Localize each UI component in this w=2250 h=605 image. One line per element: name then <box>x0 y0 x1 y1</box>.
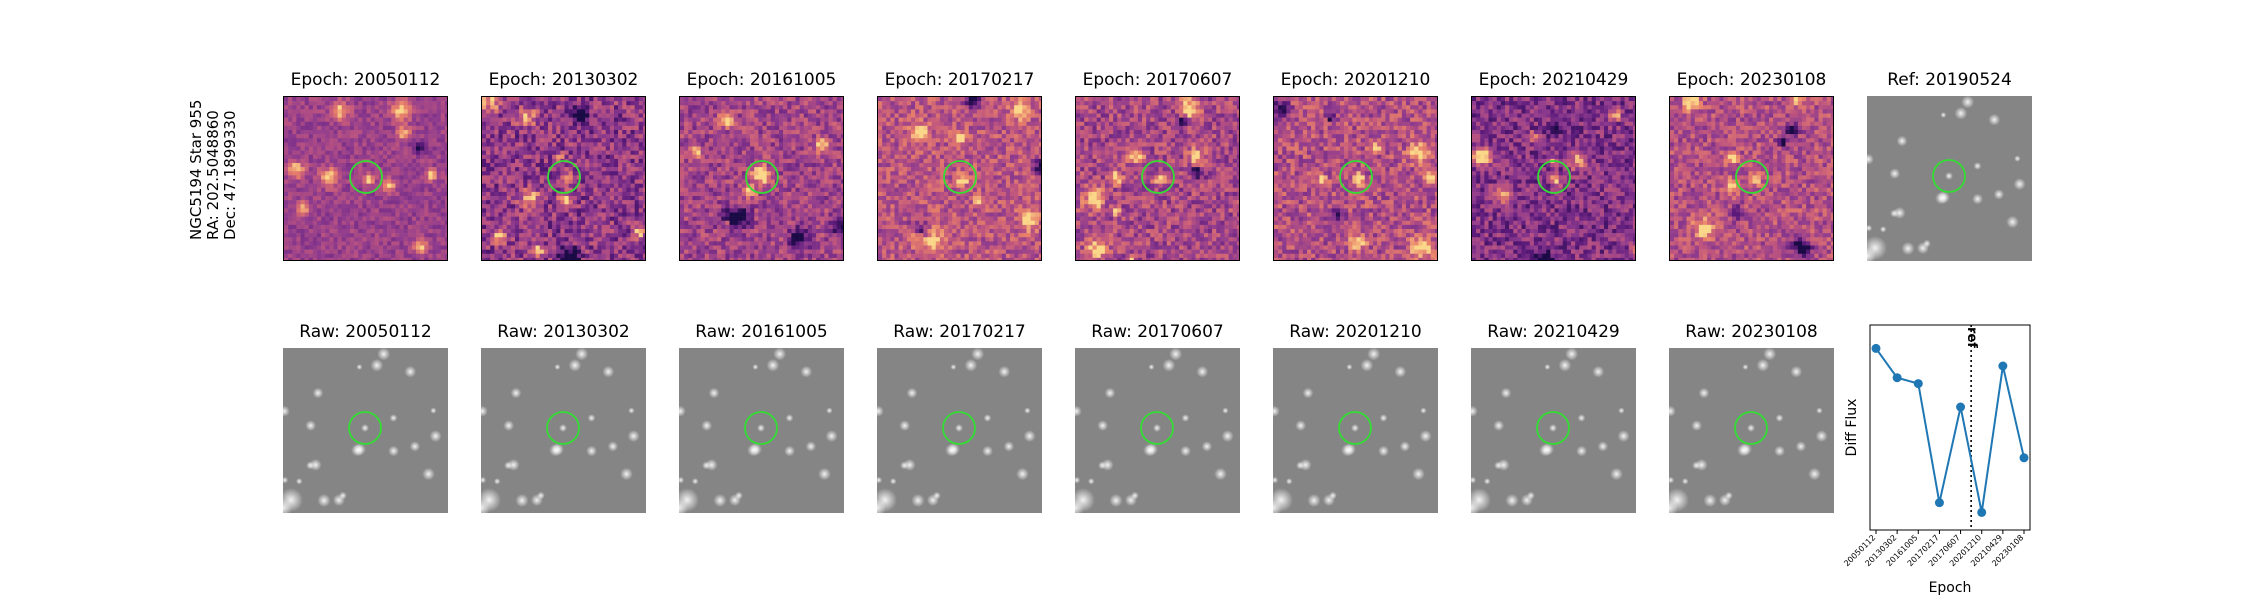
difference-image <box>1075 96 1240 261</box>
flux-point <box>1872 344 1881 353</box>
object-ra: RA: 202.5048860 <box>205 120 222 240</box>
difference-image <box>1471 96 1636 261</box>
raw-image <box>1471 348 1636 513</box>
difference-image <box>877 96 1042 261</box>
difference-image <box>679 96 844 261</box>
flux-series-line <box>1876 348 2024 512</box>
object-dec: Dec: 47.1899330 <box>222 120 239 240</box>
reference-line-label: ref <box>1964 327 1979 348</box>
difference-image <box>481 96 646 261</box>
x-axis-label: Epoch <box>1929 580 1972 596</box>
raw-image <box>1669 348 1834 513</box>
difference-image <box>1273 96 1438 261</box>
y-axis-label: Diff Flux <box>1844 399 1860 457</box>
difference-image <box>1669 96 1834 261</box>
object-label: NGC5194 Star 955 RA: 202.5048860 Dec: 47… <box>188 120 248 240</box>
difference-image <box>283 96 448 261</box>
raw-image <box>1273 348 1438 513</box>
diff-flux-lightcurve: ref2005011220130302201610052017021720170… <box>1830 315 2050 605</box>
plot-frame <box>1870 325 2030 530</box>
raw-image <box>679 348 844 513</box>
reference-panel-title: Ref: 20190524 <box>1830 70 2070 90</box>
flux-point <box>1893 373 1902 382</box>
raw-image <box>1075 348 1240 513</box>
flux-point <box>1956 403 1965 412</box>
flux-point <box>1914 379 1923 388</box>
flux-point <box>2020 453 2029 462</box>
raw-image <box>877 348 1042 513</box>
raw-image <box>283 348 448 513</box>
flux-point <box>1977 508 1986 517</box>
reference-image <box>1867 96 2032 261</box>
flux-point <box>1998 362 2007 371</box>
flux-point <box>1935 498 1944 507</box>
raw-image <box>481 348 646 513</box>
object-name: NGC5194 Star 955 <box>188 120 205 240</box>
